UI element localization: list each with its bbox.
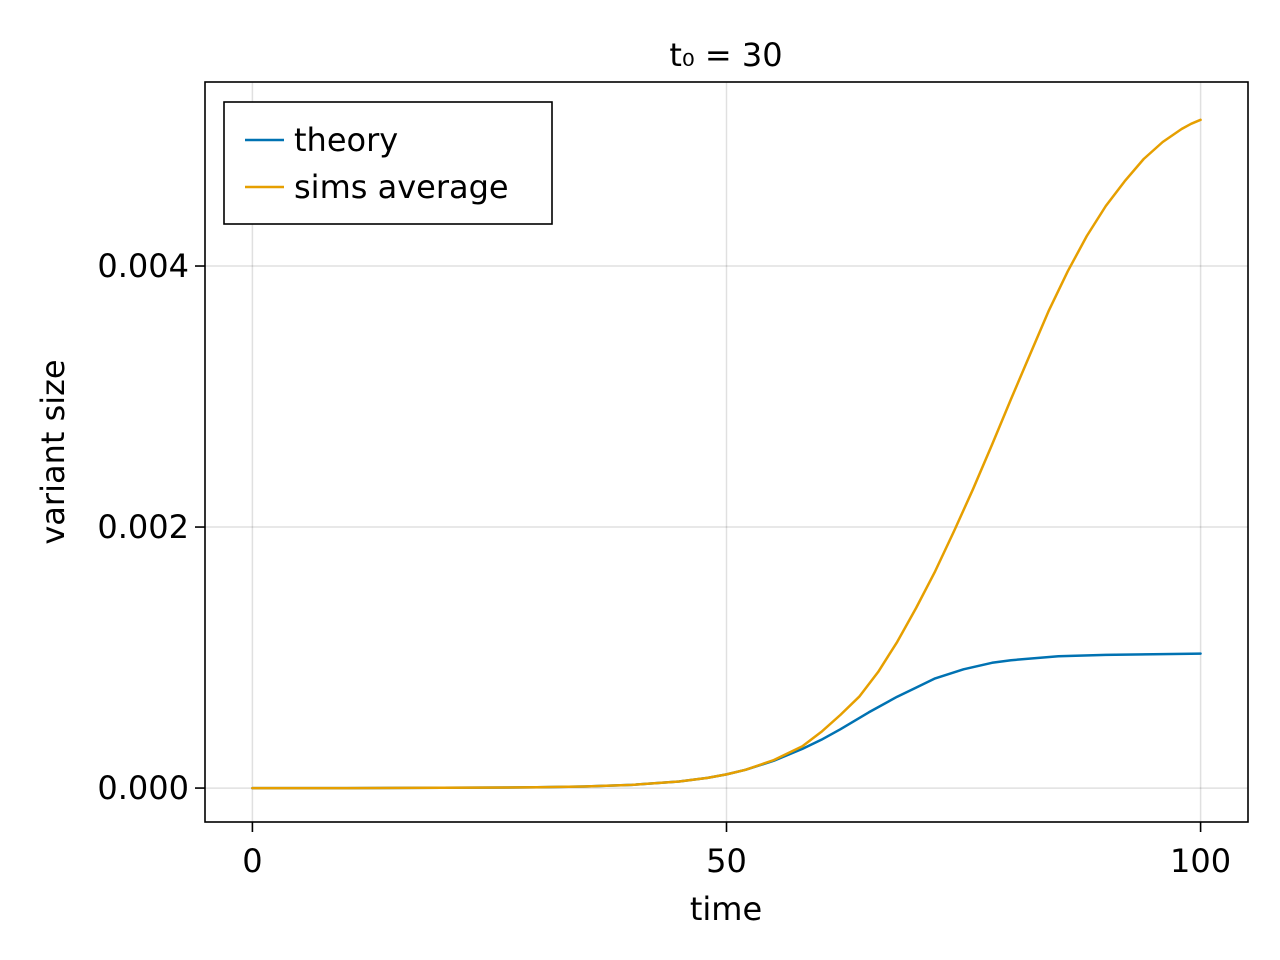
- x-tick-label: 100: [1170, 842, 1231, 880]
- chart-title: t₀ = 30: [669, 36, 782, 74]
- y-tick-label: 0.004: [97, 247, 189, 285]
- legend-label-sims-average: sims average: [294, 168, 509, 206]
- legend: theory sims average: [223, 101, 553, 225]
- series-lines: [251, 118, 1202, 790]
- legend-box: [223, 101, 553, 225]
- y-tick-label: 0.002: [97, 508, 189, 546]
- x-tick-label: 50: [706, 842, 747, 880]
- x-axis-label: time: [690, 890, 762, 928]
- x-tick-label: 0: [242, 842, 262, 880]
- axis-ticks: 0 50 100 0.000 0.002 0.004: [97, 247, 1231, 880]
- series-line-sims-average: [251, 118, 1202, 790]
- y-axis-label: variant size: [34, 359, 72, 544]
- legend-label-theory: theory: [294, 121, 398, 159]
- y-tick-label: 0.000: [97, 769, 189, 807]
